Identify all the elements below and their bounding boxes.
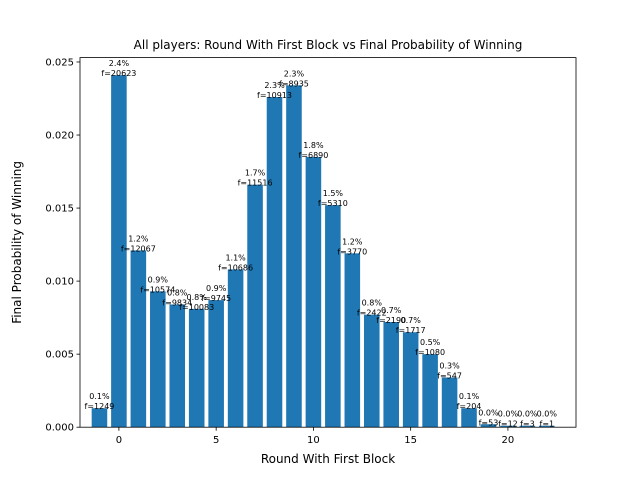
bar-percent-label: 0.9% bbox=[148, 275, 169, 284]
bar bbox=[461, 408, 477, 428]
bar-frequency-label: f=10913 bbox=[257, 91, 292, 100]
bar-percent-label: 0.5% bbox=[420, 338, 441, 347]
bar-percent-label: 0.8% bbox=[187, 293, 208, 302]
bar bbox=[169, 304, 186, 428]
bar-frequency-label: f=3770 bbox=[337, 247, 367, 256]
bar-frequency-label: f=3 bbox=[520, 420, 535, 429]
bar bbox=[286, 85, 302, 428]
bar-percent-label: 0.0% bbox=[478, 408, 499, 417]
bar bbox=[383, 322, 399, 428]
bar bbox=[539, 425, 555, 428]
bar-percent-label: 0.0% bbox=[498, 410, 519, 419]
bar-percent-label: 2.4% bbox=[109, 59, 130, 68]
bar-percent-label: 0.0% bbox=[537, 410, 558, 419]
bar bbox=[402, 332, 419, 428]
y-tick-label: 0.005 bbox=[45, 350, 74, 361]
bar-frequency-label: f=12 bbox=[498, 420, 518, 429]
x-axis: 0 5 10 15 20 bbox=[116, 427, 515, 446]
y-tick-label: 0.025 bbox=[45, 57, 74, 68]
bar-frequency-label: f=11516 bbox=[238, 179, 273, 188]
bar bbox=[188, 308, 205, 428]
bar bbox=[500, 425, 516, 428]
y-tick-label: 0.015 bbox=[45, 204, 74, 215]
bar-frequency-label: f=10083 bbox=[179, 303, 214, 312]
y-tick-label: 0.020 bbox=[45, 131, 74, 142]
bar-frequency-label: f=8935 bbox=[279, 79, 309, 88]
bar bbox=[325, 205, 341, 428]
bar-percent-label: 0.7% bbox=[401, 316, 422, 325]
bar-frequency-label: f=1 bbox=[540, 420, 555, 429]
bar-frequency-label: f=1717 bbox=[396, 326, 426, 335]
x-tick-label: 15 bbox=[404, 435, 417, 446]
plot-frame bbox=[79, 57, 577, 428]
bar bbox=[480, 424, 497, 428]
bar-frequency-label: f=10686 bbox=[218, 263, 253, 272]
bar bbox=[227, 269, 244, 428]
bar-frequency-label: f=2422 bbox=[357, 309, 387, 318]
bar-percent-label: 0.0% bbox=[517, 410, 538, 419]
y-tick-label: 0.000 bbox=[45, 423, 74, 434]
bar-percent-label: 1.2% bbox=[342, 237, 363, 246]
bar-percent-label: 0.8% bbox=[362, 299, 383, 308]
bar bbox=[344, 253, 361, 428]
bar-percent-label: 0.8% bbox=[167, 288, 188, 297]
bar-percent-label: 1.5% bbox=[323, 189, 344, 198]
bar-frequency-label: f=547 bbox=[437, 372, 462, 381]
bar-percent-label: 2.3% bbox=[264, 81, 285, 90]
x-tick-label: 10 bbox=[307, 435, 320, 446]
bar-percent-label: 0.9% bbox=[206, 284, 227, 293]
y-axis-label: Final Probability of Winning bbox=[10, 161, 24, 324]
bar-percent-label: 0.3% bbox=[439, 362, 460, 371]
bar bbox=[422, 354, 438, 428]
chart-title: All players: Round With First Block vs F… bbox=[134, 38, 523, 52]
bar-frequency-label: f=12067 bbox=[121, 244, 156, 253]
bar-percent-label: 0.1% bbox=[89, 392, 110, 401]
bar bbox=[441, 377, 458, 428]
bar bbox=[305, 156, 322, 428]
bar-frequency-label: f=10574 bbox=[140, 285, 175, 294]
bar-percent-label: 1.1% bbox=[225, 253, 246, 262]
bar-frequency-label: f=1080 bbox=[415, 348, 445, 357]
bar bbox=[111, 75, 127, 428]
bar bbox=[519, 425, 536, 428]
bar bbox=[130, 250, 147, 428]
y-axis: 0.000 0.005 0.010 0.015 0.020 0.025 bbox=[45, 57, 80, 434]
bar-frequency-label: f=1249 bbox=[85, 402, 115, 411]
bar-percent-label: 1.2% bbox=[128, 234, 149, 243]
bar-frequency-label: f=20623 bbox=[101, 69, 136, 78]
x-tick-label: 20 bbox=[502, 435, 515, 446]
bar bbox=[91, 408, 108, 428]
bar-frequency-label: f=53 bbox=[479, 418, 499, 427]
bar bbox=[208, 300, 224, 428]
bar-frequency-label: f=9834 bbox=[162, 298, 192, 307]
bar bbox=[150, 291, 166, 428]
bar-percent-label: 2.3% bbox=[284, 69, 305, 78]
bar bbox=[363, 314, 380, 428]
bar bbox=[266, 97, 283, 428]
bar-frequency-label: f=6890 bbox=[298, 151, 328, 160]
bar-frequency-label: f=5310 bbox=[318, 199, 348, 208]
bar-percent-label: 1.7% bbox=[245, 169, 266, 178]
bar-labels-group: 0.1%f=12492.4%f=206231.2%f=120670.9%f=10… bbox=[85, 59, 558, 429]
bar-frequency-label: f=2190 bbox=[376, 316, 406, 325]
bar-frequency-label: f=204 bbox=[457, 402, 482, 411]
bar bbox=[247, 184, 263, 428]
x-tick-label: 5 bbox=[213, 435, 219, 446]
bar-percent-label: 0.7% bbox=[381, 306, 402, 315]
x-axis-label: Round With First Block bbox=[261, 452, 395, 466]
y-tick-label: 0.010 bbox=[45, 277, 74, 288]
bar-percent-label: 1.8% bbox=[303, 141, 324, 150]
bar-frequency-label: f=9745 bbox=[201, 294, 231, 303]
bars-group bbox=[91, 75, 555, 428]
bar-percent-label: 0.1% bbox=[459, 392, 480, 401]
x-tick-label: 0 bbox=[116, 435, 122, 446]
